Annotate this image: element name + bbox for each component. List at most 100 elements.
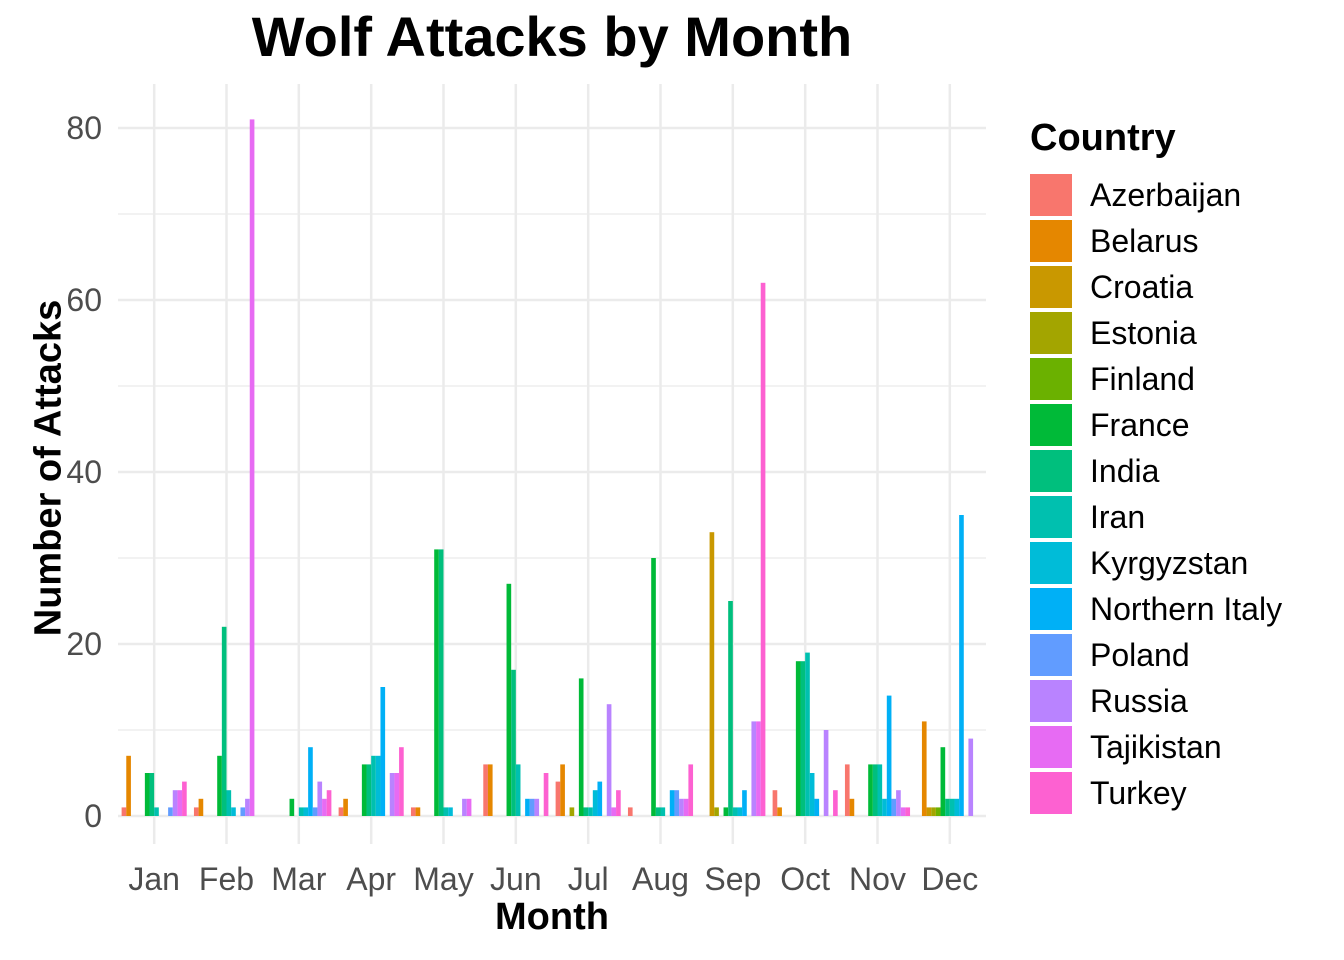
legend-title: Country [1030, 117, 1176, 159]
bar [149, 773, 155, 816]
bar [651, 558, 656, 816]
legend: Country Azerbaijan Belarus Croatia Estonia F… [1030, 116, 1282, 816]
bar [366, 764, 372, 816]
bar [872, 764, 878, 816]
bar [588, 807, 593, 816]
bar [737, 807, 743, 816]
bar [849, 798, 855, 816]
bar [777, 807, 782, 816]
bar [597, 781, 603, 816]
bar [172, 790, 178, 816]
bar [462, 798, 467, 816]
bar [968, 738, 974, 816]
legend-key [1030, 588, 1072, 630]
bar [669, 790, 675, 816]
legend-label: Belarus [1090, 222, 1199, 259]
y-tick-label: 60 [66, 282, 102, 318]
legend-label: Azerbaijan [1090, 176, 1242, 213]
bar [760, 282, 766, 816]
bar [732, 807, 738, 816]
legend-key [1030, 174, 1072, 216]
bar [583, 807, 589, 816]
legend-key [1030, 312, 1072, 354]
legend-label: Northern Italy [1090, 590, 1283, 627]
bar [322, 798, 327, 816]
bar [945, 798, 950, 816]
bar [312, 807, 318, 816]
x-tick-label: Aug [632, 861, 689, 897]
legend-label: Estonia [1090, 314, 1197, 351]
bar [900, 807, 906, 816]
bar [389, 773, 395, 816]
x-tick-label: Oct [780, 861, 830, 897]
bar [886, 695, 892, 816]
legend-key [1030, 634, 1072, 676]
bar [679, 798, 684, 816]
bar [245, 798, 250, 816]
legend-item: Iran [1030, 494, 1282, 540]
bar [606, 704, 612, 816]
bar [399, 747, 404, 816]
bar [448, 807, 453, 816]
x-tick-label: Apr [346, 861, 396, 897]
bar [338, 807, 344, 816]
bar [949, 798, 955, 816]
x-tick-label: Jan [128, 861, 180, 897]
legend-key [1030, 450, 1072, 492]
bar [959, 515, 964, 816]
bar [833, 790, 838, 816]
bar [935, 807, 941, 816]
legend-label: Croatia [1090, 268, 1194, 305]
bar [371, 755, 376, 816]
legend-key [1030, 220, 1072, 262]
legend-key [1030, 266, 1072, 308]
bar [660, 807, 666, 816]
bar [921, 721, 927, 816]
bar [221, 626, 227, 816]
bar [226, 790, 232, 816]
bar [380, 687, 386, 816]
bar [723, 807, 729, 816]
bar [751, 721, 757, 816]
x-tick-label: Feb [199, 861, 254, 897]
legend-label: India [1090, 452, 1160, 489]
bar [515, 764, 521, 816]
legend-key [1030, 726, 1072, 768]
bar [795, 661, 801, 816]
bar [809, 773, 815, 816]
legend-item: Kyrgyzstan [1030, 540, 1282, 586]
bar [240, 807, 246, 816]
bar [487, 764, 493, 816]
bar [534, 798, 540, 816]
y-tick-label: 40 [66, 454, 102, 490]
bar [926, 807, 932, 816]
bar [434, 549, 439, 816]
bar [303, 807, 309, 816]
bar [193, 807, 199, 816]
bar [177, 790, 183, 816]
legend-label: Poland [1090, 636, 1190, 673]
legend-item: Northern Italy [1030, 586, 1282, 632]
bar [954, 798, 960, 816]
legend-item: Estonia [1030, 310, 1282, 356]
bar [121, 807, 127, 816]
bar [931, 807, 936, 816]
legend-item: France [1030, 402, 1282, 448]
bar [868, 764, 873, 816]
x-tick-label: Dec [921, 861, 978, 897]
bar [231, 807, 236, 816]
bar [905, 807, 911, 816]
bar [688, 764, 694, 816]
bar [814, 798, 820, 816]
bar [578, 678, 584, 816]
legend-label: Iran [1090, 498, 1146, 535]
legend-key [1030, 772, 1072, 814]
bar [823, 730, 829, 816]
bar [756, 721, 761, 816]
legend-item: Russia [1030, 678, 1282, 724]
bar [611, 807, 617, 816]
bar [198, 798, 204, 816]
bar [772, 790, 778, 816]
bar [438, 549, 444, 816]
bar [543, 773, 549, 816]
